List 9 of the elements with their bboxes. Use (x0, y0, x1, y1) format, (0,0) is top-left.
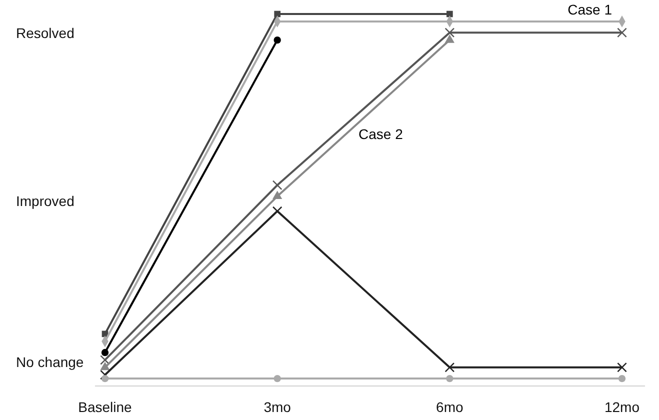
text: Resolved (16, 24, 74, 41)
x-tick-label: Baseline (78, 399, 132, 415)
series-label: Case 1 (568, 1, 612, 18)
x-tick-label: 6mo (436, 399, 464, 415)
series-label: Case 2 (358, 126, 404, 142)
text: Improved (16, 192, 74, 209)
text: No change (16, 354, 84, 370)
x-tick-label: 3mo (264, 399, 292, 415)
x-tick-label: 12mo (604, 399, 640, 415)
